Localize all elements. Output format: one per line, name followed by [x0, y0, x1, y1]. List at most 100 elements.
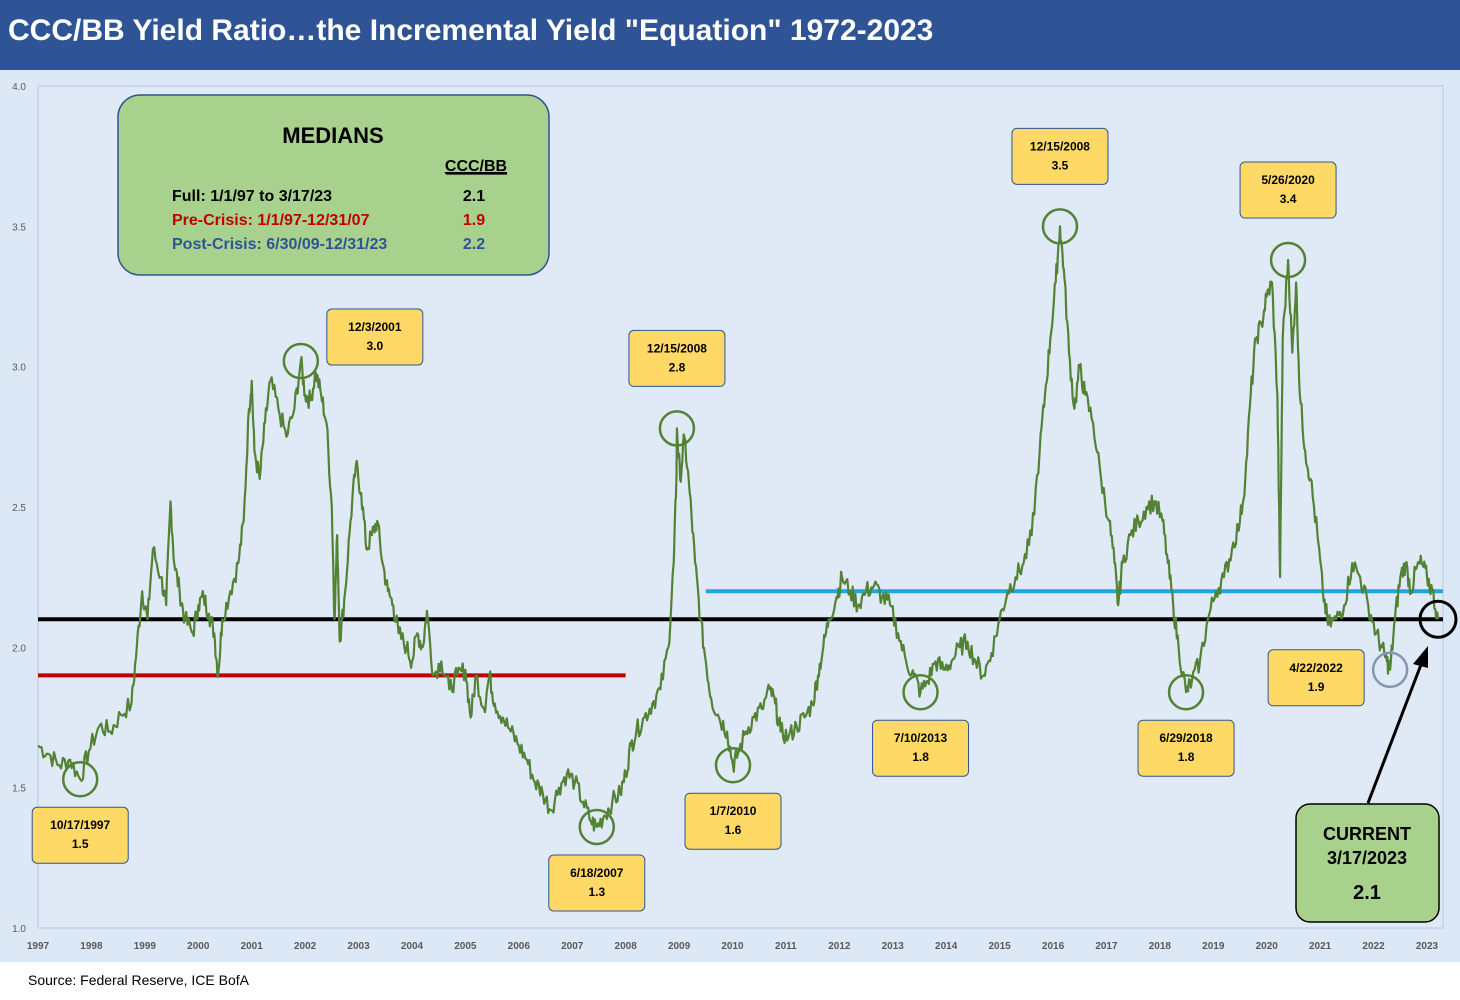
callout-date: 1/7/2010 [710, 804, 757, 818]
ratio-series-line [37, 225, 1440, 832]
x-tick-label: 2010 [721, 941, 744, 952]
x-tick-label: 2008 [615, 941, 638, 952]
annotation-circle [578, 808, 616, 846]
callout-value: 3.5 [1052, 158, 1069, 172]
current-circle [1418, 599, 1458, 639]
x-tick-label: 2019 [1202, 941, 1225, 952]
callout-rect [684, 792, 782, 850]
title-bar: CCC/BB Yield Ratio…the Incremental Yield… [0, 0, 1460, 70]
callout-box: 12/15/2008 3.5 [1011, 127, 1109, 185]
y-tick-label: 1.0 [12, 924, 26, 935]
current-box-rect [1295, 803, 1440, 923]
callout-box: 12/15/2008 2.8 [628, 329, 726, 387]
y-tick-label: 3.0 [12, 363, 26, 374]
current-value: 2.1 [1353, 882, 1381, 904]
callout-rect [31, 806, 129, 864]
x-tick-label: 2018 [1149, 941, 1172, 952]
callout-box: 7/10/2013 1.8 [872, 719, 970, 777]
callout-rect [1239, 161, 1337, 219]
x-tick-label: 2000 [187, 941, 210, 952]
current-date: 3/17/2023 [1327, 848, 1407, 868]
x-tick-label: 2011 [775, 941, 797, 952]
callout-value: 1.6 [725, 823, 742, 837]
x-tick-label: 2012 [828, 941, 851, 952]
x-tick-label: 2014 [935, 941, 958, 952]
annotation-circle [61, 760, 99, 798]
callout-rect [1011, 127, 1109, 185]
callout-box: 5/26/2020 3.4 [1239, 161, 1337, 219]
callout-date: 12/15/2008 [1030, 139, 1090, 153]
x-tick-label: 2002 [294, 941, 317, 952]
callout-box: 4/22/2022 1.9 [1267, 649, 1365, 707]
medians-row-label: Post-Crisis: 6/30/09-12/31/23 [172, 236, 387, 253]
x-tick-label: 2007 [561, 941, 584, 952]
y-tick-label: 4.0 [12, 82, 26, 93]
x-tick-label: 2003 [347, 941, 370, 952]
x-tick-label: 2004 [401, 941, 424, 952]
callout-date: 5/26/2020 [1261, 173, 1315, 187]
x-tick-label: 2001 [241, 941, 264, 952]
medians-row-value: 1.9 [463, 212, 485, 229]
current-box: CURRENT 3/17/2023 2.1 [1295, 803, 1440, 923]
callout-box: 12/3/2001 3.0 [326, 308, 424, 366]
annotation-circle [282, 342, 320, 380]
medians-box: MEDIANS CCC/BB Full: 1/1/97 to 3/17/23 2.1 P… [117, 94, 550, 276]
callout-value: 3.0 [366, 339, 383, 353]
callout-value: 2.8 [669, 360, 686, 374]
medians-row-label: Full: 1/1/97 to 3/17/23 [172, 188, 332, 205]
x-tick-label: 2006 [508, 941, 531, 952]
callout-rect [1137, 719, 1235, 777]
callout-date: 6/29/2018 [1159, 731, 1213, 745]
x-tick-label: 2013 [882, 941, 905, 952]
x-tick-label: 2020 [1256, 941, 1279, 952]
callout-rect [872, 719, 970, 777]
x-tick-label: 2022 [1362, 941, 1385, 952]
x-tick-label: 2005 [454, 941, 477, 952]
callout-box: 6/29/2018 1.8 [1137, 719, 1235, 777]
callout-value: 1.9 [1308, 680, 1325, 694]
chart-svg: 1.0 1.5 2.0 2.5 3.0 3.5 4.0 1997 1998 1999 2000 200… [12, 82, 1458, 952]
y-tick-label: 2.5 [12, 503, 26, 514]
medians-heading: MEDIANS [282, 123, 383, 148]
x-tick-label: 2009 [668, 941, 691, 952]
callout-rect [548, 854, 646, 912]
callout-value: 1.8 [1178, 750, 1195, 764]
callout-date: 12/15/2008 [647, 341, 707, 355]
callout-value: 3.4 [1280, 192, 1297, 206]
medians-row-value: 2.1 [463, 188, 485, 205]
current-arrowhead [1413, 646, 1428, 668]
callout-value: 1.8 [912, 750, 929, 764]
x-tick-label: 1999 [134, 941, 157, 952]
chart-title: CCC/BB Yield Ratio…the Incremental Yield… [8, 14, 934, 47]
callout-box: 6/18/2007 1.3 [548, 854, 646, 912]
callout-rect [1267, 649, 1365, 707]
x-tick-label: 2021 [1309, 941, 1332, 952]
annotation-circle [1371, 651, 1409, 689]
x-tick-label: 2017 [1095, 941, 1118, 952]
medians-row-label: Pre-Crisis: 1/1/97-12/31/07 [172, 212, 370, 229]
source-note: Source: Federal Reserve, ICE BofA [28, 972, 249, 988]
callout-rect [326, 308, 424, 366]
current-arrow-line [1366, 661, 1424, 804]
callout-box: 1/7/2010 1.6 [684, 792, 782, 850]
callout-date: 10/17/1997 [50, 818, 110, 832]
x-tick-label: 2023 [1416, 941, 1439, 952]
x-tick-label: 1997 [27, 941, 50, 952]
x-tick-label: 2015 [988, 941, 1011, 952]
callout-date: 7/10/2013 [894, 731, 948, 745]
callout-value: 1.3 [588, 885, 605, 899]
callout-box: 10/17/1997 1.5 [31, 806, 129, 864]
x-tick-label: 1998 [80, 941, 103, 952]
callout-rect [628, 329, 726, 387]
callout-date: 6/18/2007 [570, 866, 624, 880]
current-label: CURRENT [1323, 824, 1411, 844]
x-tick-label: 2016 [1042, 941, 1065, 952]
medians-row-value: 2.2 [463, 236, 485, 253]
callout-value: 1.5 [72, 837, 89, 851]
y-tick-label: 3.5 [12, 222, 26, 233]
callout-date: 4/22/2022 [1289, 661, 1343, 675]
annotation-circle [658, 410, 696, 447]
y-tick-label: 1.5 [12, 784, 26, 795]
annotation-circle [714, 746, 752, 784]
annotation-circle [1269, 241, 1307, 279]
